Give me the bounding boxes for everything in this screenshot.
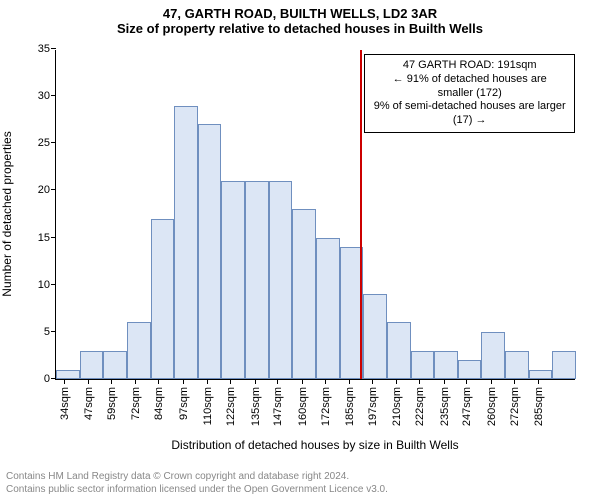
y-axis-label: Number of detached properties — [0, 114, 14, 314]
x-tick-label: 197sqm — [365, 387, 379, 426]
x-tick-label: 122sqm — [223, 387, 237, 426]
histogram-bar — [56, 370, 80, 379]
y-tick-mark — [51, 331, 56, 332]
histogram-bar — [411, 351, 435, 379]
x-tick-mark — [444, 379, 445, 384]
y-tick-label: 15 — [26, 232, 56, 244]
x-tick-mark — [325, 379, 326, 384]
title-line-2: Size of property relative to detached ho… — [0, 21, 600, 36]
histogram-bar — [103, 351, 127, 379]
histogram-bar — [434, 351, 458, 379]
histogram-bar — [80, 351, 104, 379]
histogram-bar — [505, 351, 529, 379]
y-tick-label: 10 — [26, 279, 56, 291]
histogram-bar — [292, 209, 316, 379]
x-tick-mark — [396, 379, 397, 384]
x-tick-label: 47sqm — [81, 387, 95, 420]
y-tick-mark — [51, 189, 56, 190]
x-tick-mark — [230, 379, 231, 384]
marker-line — [360, 50, 362, 379]
x-tick-label: 110sqm — [200, 387, 214, 425]
histogram-bar — [174, 106, 198, 379]
histogram-bar — [269, 181, 293, 379]
x-tick-label: 185sqm — [342, 387, 356, 426]
x-tick-label: 97sqm — [176, 387, 190, 420]
histogram-bar — [552, 351, 576, 379]
histogram-bar — [529, 370, 553, 379]
x-tick-mark — [466, 379, 467, 384]
x-tick-label: 260sqm — [484, 387, 498, 426]
title-line-1: 47, GARTH ROAD, BUILTH WELLS, LD2 3AR — [0, 6, 600, 21]
histogram-bar — [151, 219, 175, 379]
x-tick-label: 222sqm — [412, 387, 426, 426]
x-tick-mark — [491, 379, 492, 384]
y-tick-mark — [51, 95, 56, 96]
x-tick-label: 147sqm — [270, 387, 284, 426]
annotation-line: ← 91% of detached houses are smaller (17… — [373, 73, 566, 101]
x-tick-mark — [349, 379, 350, 384]
x-tick-label: 172sqm — [318, 387, 332, 426]
x-tick-mark — [183, 379, 184, 384]
x-tick-label: 59sqm — [104, 387, 118, 420]
x-tick-mark — [372, 379, 373, 384]
y-tick-label: 30 — [26, 90, 56, 102]
annotation-line: 47 GARTH ROAD: 191sqm — [373, 59, 566, 73]
histogram-bar — [221, 181, 245, 379]
histogram-bar — [245, 181, 269, 379]
annotation-box: 47 GARTH ROAD: 191sqm← 91% of detached h… — [364, 54, 575, 133]
plot-area: 0510152025303534sqm47sqm59sqm72sqm84sqm9… — [55, 50, 575, 380]
x-tick-label: 72sqm — [128, 387, 142, 420]
x-tick-label: 160sqm — [295, 387, 309, 426]
x-tick-label: 84sqm — [151, 387, 165, 420]
x-tick-label: 247sqm — [459, 387, 473, 426]
x-tick-mark — [514, 379, 515, 384]
footer-line-1: Contains HM Land Registry data © Crown c… — [6, 471, 388, 484]
footer-line-2: Contains public sector information licen… — [6, 484, 388, 497]
histogram-bar — [387, 322, 411, 379]
x-tick-mark — [255, 379, 256, 384]
x-tick-label: 235sqm — [437, 387, 451, 426]
annotation-line: 9% of semi-detached houses are larger (1… — [373, 100, 566, 128]
x-tick-label: 34sqm — [57, 387, 71, 420]
y-tick-label: 25 — [26, 137, 56, 149]
x-tick-mark — [88, 379, 89, 384]
x-tick-label: 272sqm — [507, 387, 521, 426]
x-tick-label: 285sqm — [531, 387, 545, 426]
x-tick-mark — [111, 379, 112, 384]
x-tick-mark — [135, 379, 136, 384]
y-tick-label: 20 — [26, 184, 56, 196]
x-tick-mark — [207, 379, 208, 384]
x-axis-label: Distribution of detached houses by size … — [55, 438, 575, 452]
y-tick-mark — [51, 378, 56, 379]
x-tick-mark — [64, 379, 65, 384]
histogram-bar — [316, 238, 340, 379]
y-tick-mark — [51, 48, 56, 49]
y-tick-label: 35 — [26, 43, 56, 55]
chart-title-block: 47, GARTH ROAD, BUILTH WELLS, LD2 3AR Si… — [0, 0, 600, 36]
histogram-bar — [127, 322, 151, 379]
x-tick-mark — [538, 379, 539, 384]
x-tick-mark — [158, 379, 159, 384]
y-tick-mark — [51, 142, 56, 143]
y-tick-label: 5 — [26, 326, 56, 338]
x-tick-mark — [419, 379, 420, 384]
x-tick-label: 135sqm — [248, 387, 262, 426]
histogram-bar — [363, 294, 387, 379]
histogram-bar — [198, 124, 222, 379]
x-tick-mark — [302, 379, 303, 384]
x-tick-label: 210sqm — [389, 387, 403, 426]
footer: Contains HM Land Registry data © Crown c… — [6, 471, 388, 496]
y-tick-mark — [51, 284, 56, 285]
histogram-bar — [458, 360, 482, 379]
y-tick-mark — [51, 237, 56, 238]
histogram-bar — [481, 332, 505, 379]
y-tick-label: 0 — [26, 373, 56, 385]
x-tick-mark — [277, 379, 278, 384]
